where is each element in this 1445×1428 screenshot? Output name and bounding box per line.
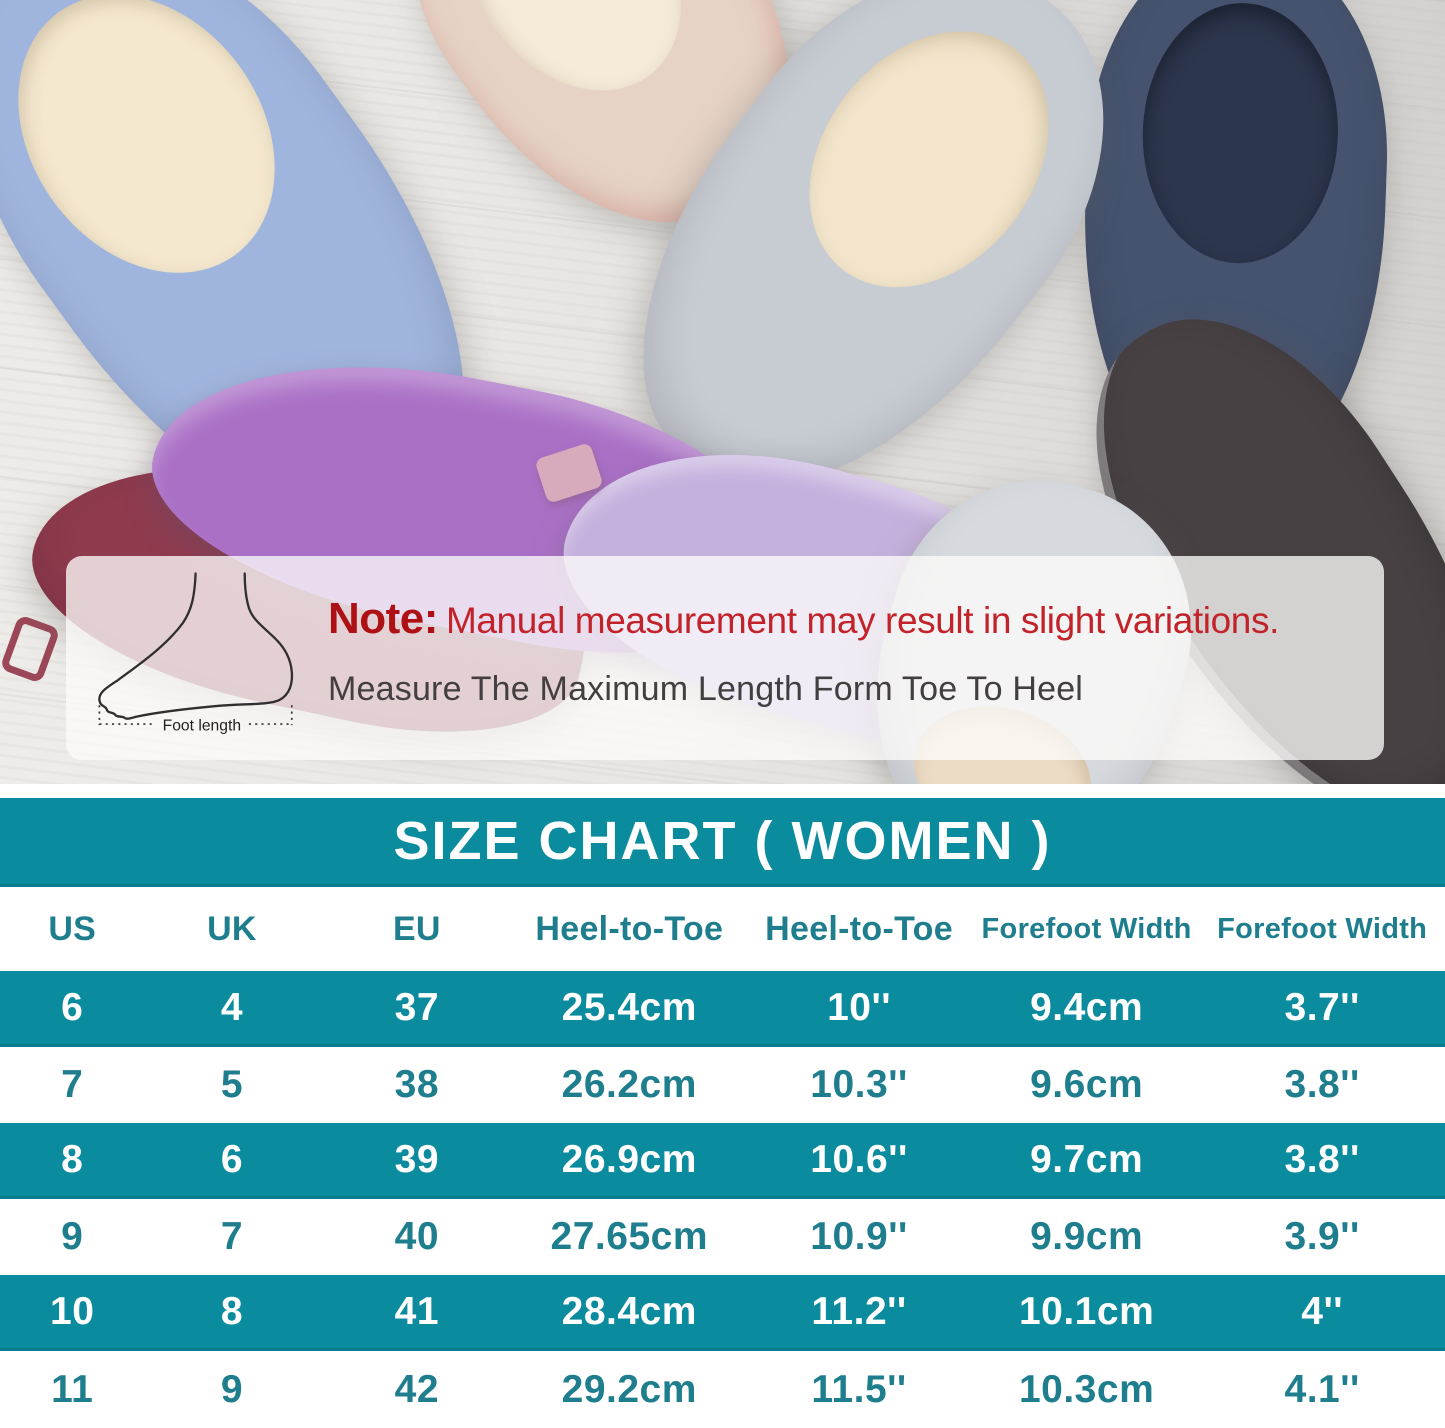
table-cell: 10.3''	[810, 1063, 908, 1106]
note-sentence: Manual measurement may result in slight …	[445, 600, 1279, 641]
table-cell: 25.4cm	[561, 985, 697, 1029]
table-cell: 3.7''	[1284, 985, 1360, 1029]
slipper-insole	[760, 0, 1098, 335]
table-cell: 4	[220, 985, 244, 1029]
column-header-eu: EU	[392, 909, 441, 948]
table-cell: 40	[394, 1215, 440, 1258]
column-header-heel-to-toe-cm: Heel-to-Toe	[535, 909, 724, 948]
table-cell: 42	[394, 1367, 440, 1411]
note-subtext: Measure The Maximum Length Form Toe To H…	[328, 670, 1084, 708]
table-cell: 11	[51, 1367, 94, 1411]
size-chart-title: SIZE CHART ( WOMEN )	[393, 811, 1052, 871]
note-line-1: Note: Manual measurement may result in s…	[328, 594, 1279, 644]
table-cell: 29.2cm	[561, 1367, 697, 1411]
column-header-us: US	[48, 909, 97, 948]
table-cell: 4.1''	[1284, 1367, 1360, 1411]
table-cell: 3.9''	[1284, 1215, 1360, 1258]
slipper-insole	[0, 0, 328, 323]
divider	[0, 784, 1445, 798]
table-cell: 9	[220, 1367, 244, 1411]
table-cell: 10''	[827, 985, 891, 1029]
foot-length-label: Foot length	[163, 717, 241, 734]
table-cell: 37	[394, 985, 440, 1029]
table-cell: 3.8''	[1284, 1063, 1360, 1106]
table-cell: 26.9cm	[561, 1137, 697, 1181]
table-row: 11 9 42 29.2cm 11.5'' 10.3cm 4.1''	[0, 1351, 1445, 1428]
note-banner: Foot length Note: Manual measurement may…	[66, 556, 1384, 760]
slipper-insole	[418, 0, 726, 133]
note-label: Note:	[328, 594, 438, 643]
column-header-forefoot-width-cm: Forefoot Width	[981, 912, 1192, 945]
table-cell: 8	[220, 1289, 244, 1333]
table-cell: 10.9''	[810, 1215, 908, 1258]
table-cell: 3.8''	[1284, 1137, 1360, 1181]
table-cell: 26.2cm	[561, 1063, 697, 1106]
table-cell: 7	[61, 1063, 84, 1106]
size-chart-title-band: SIZE CHART ( WOMEN )	[0, 798, 1445, 887]
table-cell: 6	[61, 985, 84, 1029]
table-cell: 41	[394, 1289, 440, 1333]
note-text-block: Note: Manual measurement may result in s…	[328, 594, 1279, 709]
column-header-heel-to-toe-in: Heel-to-Toe	[765, 909, 953, 948]
table-cell: 11.2''	[811, 1289, 907, 1333]
table-cell: 39	[394, 1137, 440, 1181]
table-cell: 9.9cm	[1030, 1215, 1144, 1258]
table-cell: 9	[61, 1215, 84, 1258]
table-cell: 38	[394, 1063, 440, 1106]
slipper-heel-loop	[0, 614, 61, 684]
slippers-photo: Foot length Note: Manual measurement may…	[0, 0, 1445, 784]
table-cell: 5	[220, 1063, 244, 1106]
table-cell: 10	[50, 1289, 95, 1333]
table-cell: 10.1cm	[1018, 1289, 1155, 1333]
size-chart-header-row: US UK EU Heel-to-Toe Heel-to-Toe Forefoo…	[0, 887, 1445, 971]
table-cell: 10.6''	[810, 1137, 908, 1181]
table-cell: 27.65cm	[550, 1215, 709, 1258]
table-cell: 9.6cm	[1030, 1063, 1144, 1106]
column-header-forefoot-width-in: Forefoot Width	[1217, 912, 1428, 945]
foot-measure-diagram-icon: Foot length	[98, 572, 294, 734]
table-cell: 7	[220, 1215, 244, 1258]
table-cell: 4''	[1301, 1289, 1343, 1333]
table-row: 10 8 41 28.4cm 11.2'' 10.1cm 4''	[0, 1275, 1445, 1351]
table-cell: 9.4cm	[1030, 985, 1144, 1029]
table-cell: 28.4cm	[561, 1289, 697, 1333]
table-cell: 8	[61, 1137, 84, 1181]
table-row: 6 4 37 25.4cm 10'' 9.4cm 3.7''	[0, 971, 1445, 1047]
table-row: 9 7 40 27.65cm 10.9'' 9.9cm 3.9''	[0, 1199, 1445, 1275]
column-header-uk: UK	[207, 909, 257, 948]
table-cell: 9.7cm	[1030, 1137, 1144, 1181]
table-row: 8 6 39 26.9cm 10.6'' 9.7cm 3.8''	[0, 1123, 1445, 1199]
slipper-insole	[1138, 0, 1343, 267]
table-cell: 6	[220, 1137, 244, 1181]
table-cell: 10.3cm	[1018, 1367, 1155, 1411]
table-cell: 11.5''	[811, 1367, 907, 1411]
table-row: 7 5 38 26.2cm 10.3'' 9.6cm 3.8''	[0, 1047, 1445, 1123]
